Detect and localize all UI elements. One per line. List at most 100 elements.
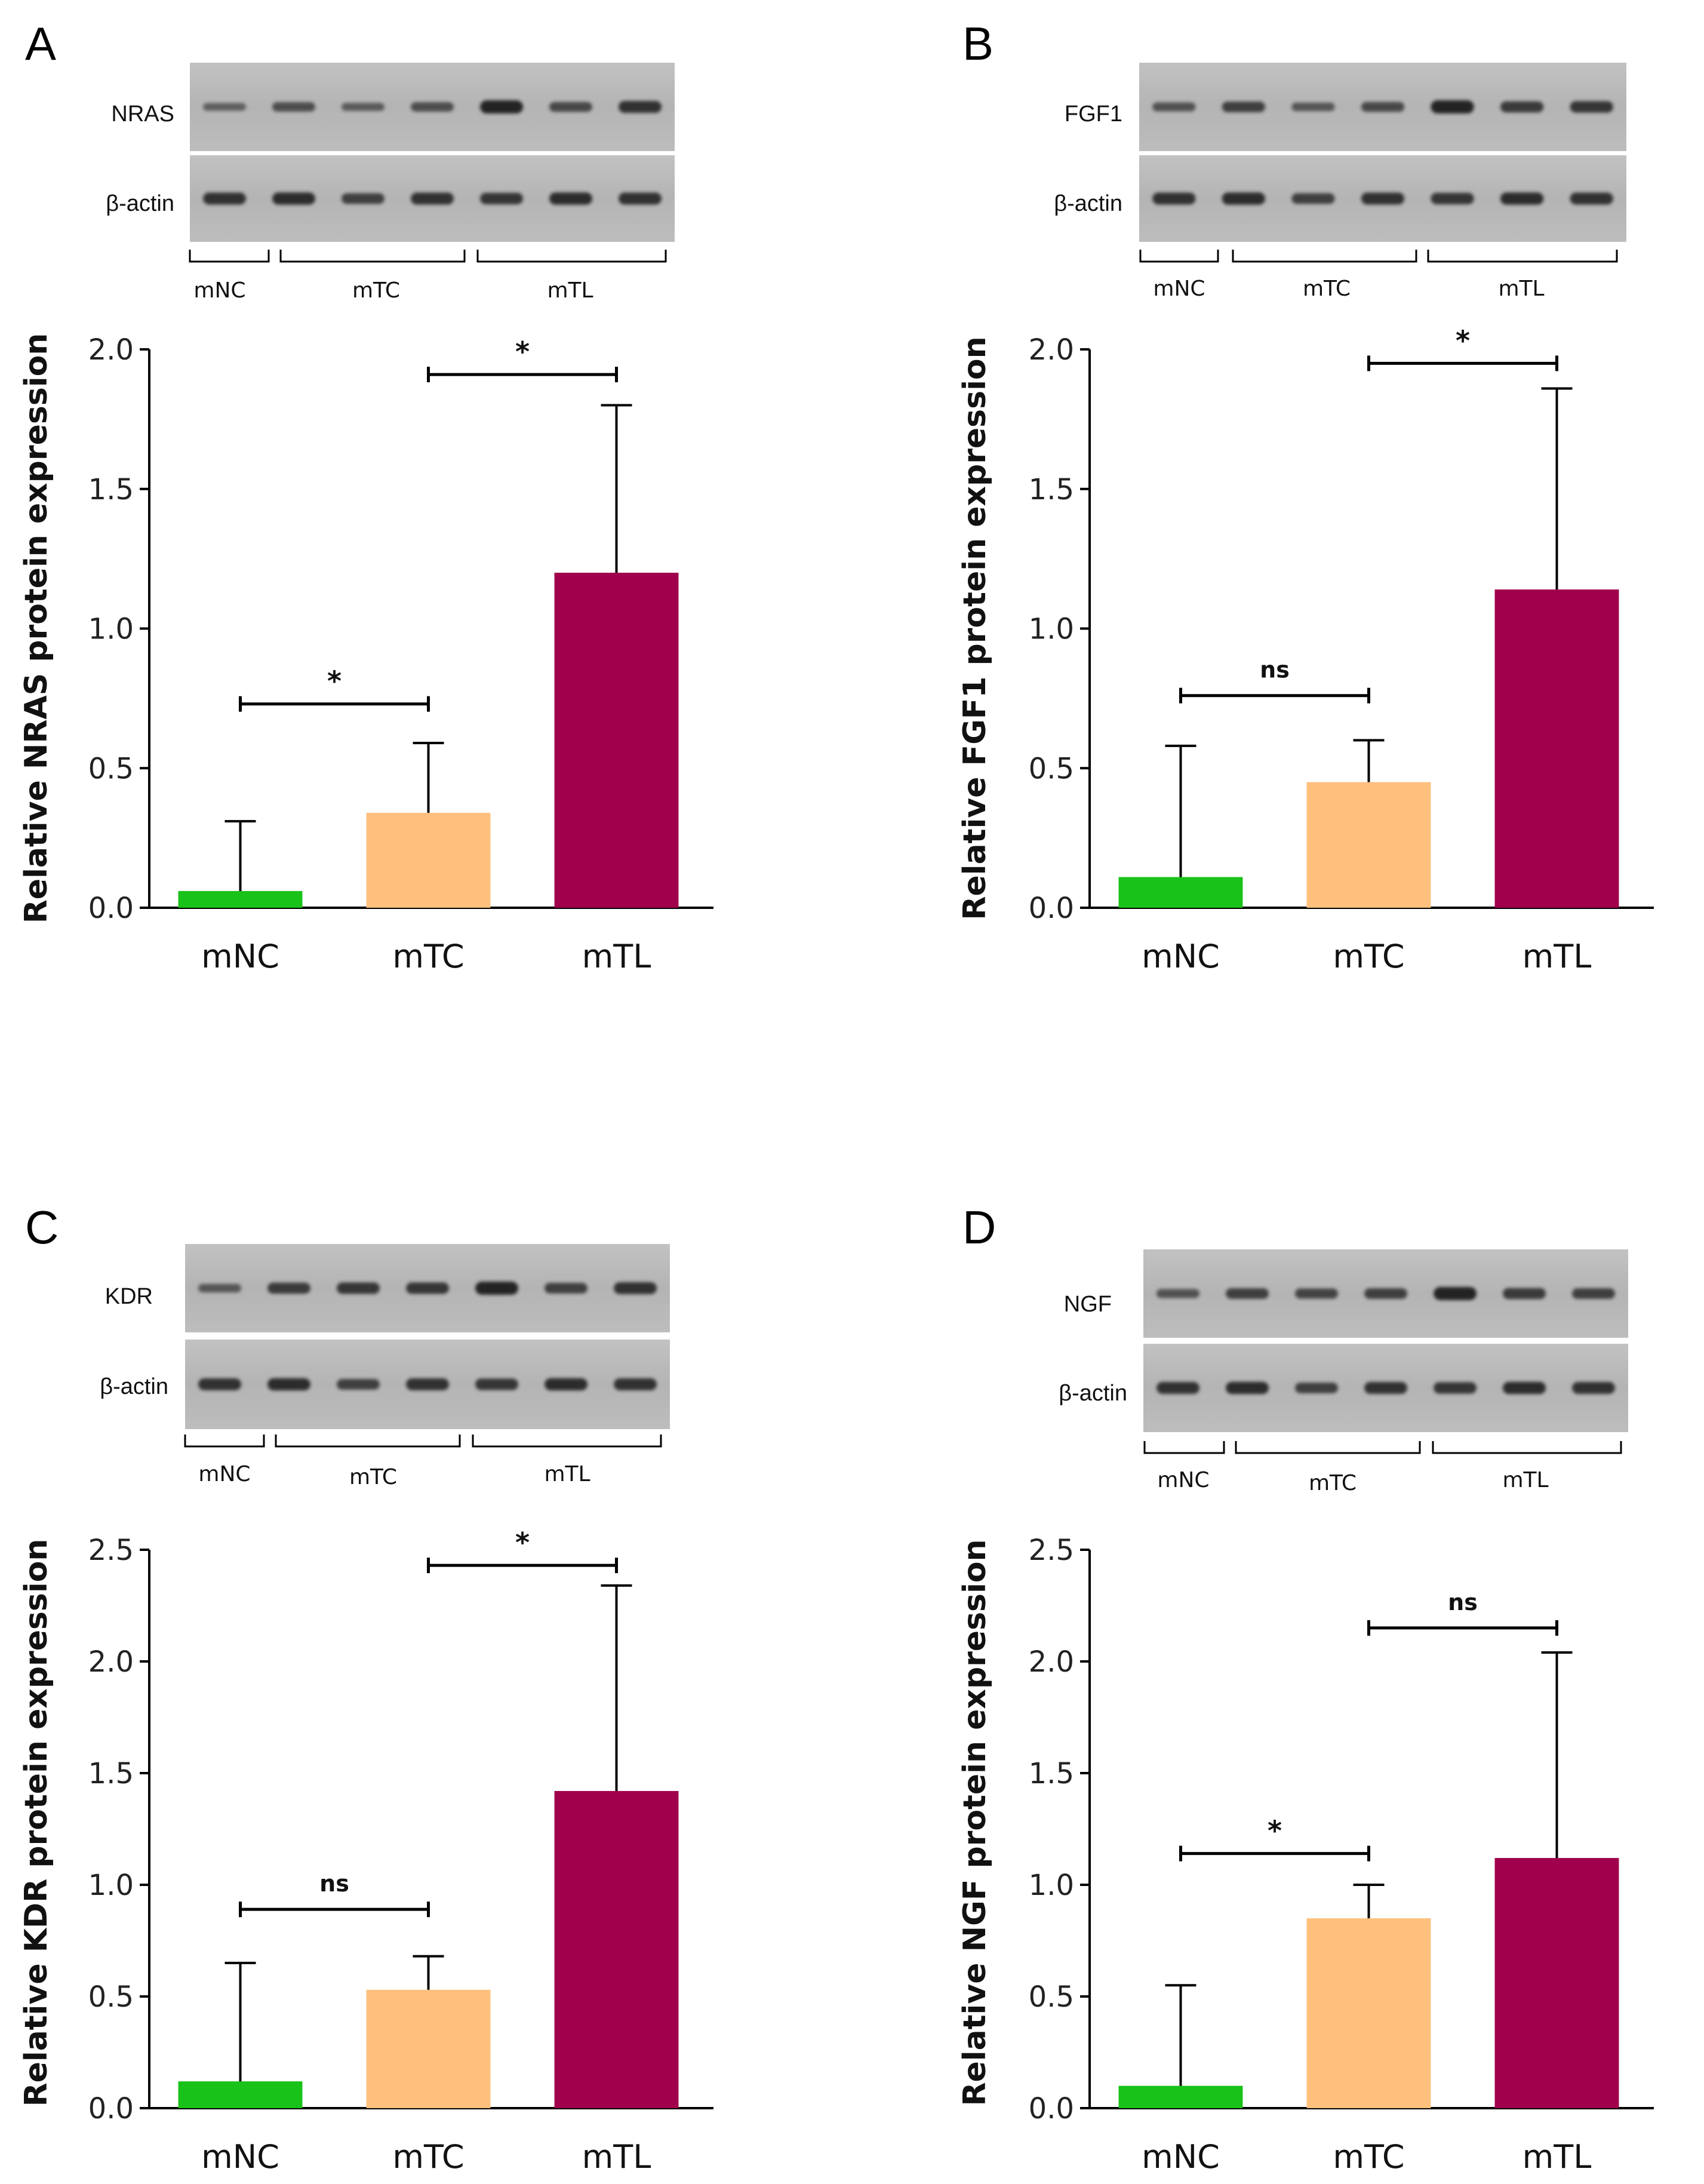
actin-band-1	[203, 192, 246, 205]
actin-band-3	[342, 193, 385, 204]
target-band-7	[1570, 101, 1613, 113]
target-band-6	[549, 102, 592, 112]
y-tick-label: 1.0	[1029, 613, 1074, 646]
blot-group-label-mnc: mNC	[193, 278, 245, 303]
actin-band-4	[406, 1378, 449, 1390]
bar-mtc	[366, 813, 491, 908]
y-tick-label: 0.5	[88, 1980, 134, 2014]
actin-band-2	[267, 1378, 310, 1391]
y-tick-label: 2.0	[88, 1645, 134, 1679]
bar-mtc	[366, 1989, 491, 2108]
target-band-3	[1291, 102, 1335, 112]
target-band-4	[1364, 1288, 1407, 1299]
actin-band-7	[1572, 1382, 1615, 1394]
actin-band-7	[1570, 192, 1613, 205]
y-tick-label: 1.0	[88, 613, 134, 646]
target-band-5	[1431, 100, 1474, 113]
x-tick-label-mtc: mTC	[1333, 2138, 1404, 2176]
blot-group-label-mnc: mNC	[198, 1462, 250, 1486]
x-tick-label-mtl: mTL	[582, 2138, 651, 2176]
panel-letter: D	[962, 1201, 996, 1254]
bar-mnc	[1118, 877, 1243, 908]
panel-d: D NGF β-actin mNC mTC mTL Relative NGF p…	[957, 1201, 1654, 2176]
bar-mtc	[1306, 1918, 1431, 2108]
bracket-mtc	[279, 250, 466, 263]
target-band-4	[411, 102, 454, 112]
blot-group-label-mnc: mNC	[1153, 277, 1205, 301]
blot-group-label-mtl: mTL	[1502, 1468, 1548, 1492]
target-band-7	[614, 1282, 657, 1294]
x-tick-label-mnc: mNC	[201, 938, 279, 975]
x-tick-label-mnc: mNC	[1142, 2138, 1220, 2176]
target-band-2	[267, 1282, 310, 1294]
panel-letter: A	[25, 17, 56, 70]
blot-label-target: FGF1	[1065, 102, 1122, 127]
western-blot: FGF1 β-actin mNC mTC mTL	[1054, 63, 1626, 301]
target-band-3	[342, 103, 385, 111]
y-tick-label: 2.0	[88, 333, 134, 367]
target-band-4	[406, 1282, 449, 1294]
bracket-mtl	[476, 250, 667, 263]
western-blot: NGF β-actin mNC mTC mTL	[1059, 1249, 1628, 1495]
blot-group-label-mtl: mTL	[1498, 277, 1544, 301]
x-tick-label-mtl: mTL	[1522, 938, 1592, 975]
significance-label: *	[1456, 324, 1470, 357]
blot-group-label-mnc: mNC	[1157, 1468, 1209, 1492]
significance-label: *	[515, 1526, 530, 1559]
blot-label-target: NGF	[1064, 1292, 1112, 1317]
western-blot: KDR β-actin mNC mTC mTL	[100, 1244, 670, 1489]
actin-band-3	[1295, 1383, 1338, 1393]
y-tick-label: 1.5	[1029, 473, 1074, 506]
y-tick-label: 1.0	[1029, 1869, 1074, 1902]
y-tick-label: 1.5	[1029, 1757, 1074, 1790]
actin-band-5	[1431, 192, 1474, 205]
target-band-6	[545, 1283, 588, 1294]
actin-band-7	[614, 1378, 657, 1390]
blot-label-target: KDR	[105, 1284, 153, 1309]
bar-mtc	[1306, 782, 1431, 908]
blot-group-label-mtl: mTL	[544, 1462, 590, 1486]
blot-group-brackets	[184, 1435, 662, 1448]
blot-group-brackets	[1143, 1441, 1622, 1454]
x-tick-label-mtl: mTL	[582, 938, 651, 975]
x-tick-label-mtl: mTL	[1522, 2138, 1592, 2176]
y-tick-label: 2.5	[88, 1534, 134, 1567]
actin-band-4	[1361, 192, 1405, 205]
y-axis-label: Relative KDR protein expression	[19, 1539, 54, 2107]
x-tick-label-mnc: mNC	[201, 2138, 279, 2176]
bracket-mnc	[1139, 250, 1219, 263]
y-axis-label: Relative NGF protein expression	[957, 1539, 993, 2106]
actin-band-2	[272, 192, 315, 205]
target-band-6	[1503, 1288, 1546, 1300]
bracket-mtl	[472, 1435, 662, 1448]
blot-label-actin: β-actin	[100, 1374, 168, 1399]
bracket-mtc	[1232, 250, 1417, 263]
bracket-mtl	[1432, 1441, 1622, 1454]
blot-group-brackets	[189, 250, 667, 263]
y-tick-label: 2.5	[1029, 1534, 1074, 1567]
actin-band-5	[1434, 1382, 1477, 1394]
bar-chart: 0.0 0.5 1.0 1.5 2.0 2.5 mNC mTC mTL ns *	[88, 1526, 713, 2176]
target-band-4	[1361, 102, 1405, 112]
target-band-6	[1500, 101, 1544, 113]
actin-band-2	[1222, 192, 1265, 205]
y-tick-label: 0.0	[1029, 892, 1074, 925]
blot-label-target: NRAS	[111, 102, 174, 127]
actin-band-5	[480, 192, 523, 205]
panel-letter: B	[962, 17, 994, 70]
significance-label: *	[327, 665, 342, 698]
actin-band-3	[337, 1379, 380, 1390]
y-tick-label: 2.0	[1029, 1645, 1074, 1679]
bar-mtl	[1494, 589, 1619, 908]
bar-mnc	[178, 890, 303, 908]
target-band-5	[480, 100, 523, 113]
western-blot: NRAS β-actin mNC mTC mTL	[106, 63, 675, 303]
y-tick-label: 1.5	[88, 1757, 134, 1790]
bar-chart: 0.0 0.5 1.0 1.5 2.0 mNC mTC mTL ns *	[1029, 324, 1654, 975]
y-axis-label: Relative NRAS protein expression	[19, 333, 54, 924]
blot-group-label-mtc: mTC	[349, 1465, 397, 1489]
target-band-2	[272, 102, 315, 112]
blot-group-label-mtc: mTC	[352, 278, 400, 303]
x-tick-label-mnc: mNC	[1142, 938, 1220, 975]
